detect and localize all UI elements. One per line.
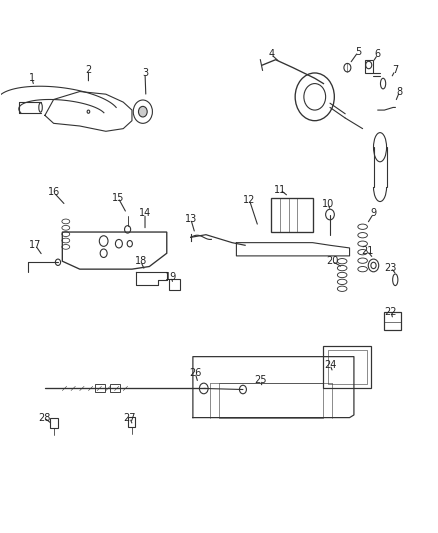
Text: 27: 27 bbox=[124, 413, 136, 423]
Text: 8: 8 bbox=[396, 86, 403, 96]
Text: 2: 2 bbox=[85, 66, 92, 75]
Text: 17: 17 bbox=[29, 240, 42, 251]
Text: 9: 9 bbox=[371, 208, 377, 219]
Bar bbox=[385, 312, 401, 330]
Text: 26: 26 bbox=[189, 368, 201, 377]
Text: 3: 3 bbox=[142, 68, 148, 78]
Text: 28: 28 bbox=[38, 413, 50, 423]
Bar bbox=[219, 383, 323, 418]
Text: 7: 7 bbox=[392, 66, 399, 75]
Text: 15: 15 bbox=[112, 192, 124, 203]
Circle shape bbox=[138, 107, 147, 117]
Text: 5: 5 bbox=[355, 47, 361, 56]
Text: 4: 4 bbox=[268, 50, 274, 59]
Bar bbox=[110, 384, 120, 392]
Text: 18: 18 bbox=[134, 256, 147, 266]
Text: 1: 1 bbox=[29, 73, 35, 83]
Bar bbox=[271, 198, 313, 232]
Bar bbox=[323, 346, 371, 389]
Bar bbox=[50, 418, 58, 428]
Text: 11: 11 bbox=[274, 184, 286, 195]
Text: 19: 19 bbox=[165, 272, 177, 282]
Bar bbox=[127, 417, 135, 426]
Bar bbox=[95, 384, 105, 392]
Text: 14: 14 bbox=[139, 208, 151, 219]
Text: 16: 16 bbox=[47, 187, 60, 197]
Text: 12: 12 bbox=[243, 195, 256, 205]
Text: 23: 23 bbox=[385, 263, 397, 272]
Bar bbox=[328, 350, 367, 384]
Bar bbox=[169, 279, 180, 290]
Text: 21: 21 bbox=[361, 246, 373, 256]
Text: 24: 24 bbox=[324, 360, 336, 369]
Text: 25: 25 bbox=[254, 375, 267, 385]
Text: 13: 13 bbox=[184, 214, 197, 224]
Bar bbox=[365, 60, 373, 73]
Text: 22: 22 bbox=[385, 306, 397, 317]
Text: 10: 10 bbox=[321, 199, 334, 209]
Text: 20: 20 bbox=[326, 256, 338, 266]
Text: 6: 6 bbox=[375, 50, 381, 59]
